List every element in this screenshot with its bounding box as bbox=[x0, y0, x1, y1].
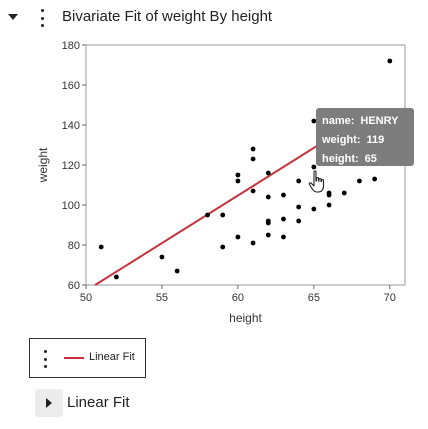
x-tick-label: 65 bbox=[308, 292, 320, 304]
y-tick-label: 100 bbox=[62, 200, 80, 212]
data-point bbox=[372, 176, 378, 182]
linear-fit-line bbox=[94, 124, 351, 286]
data-point bbox=[235, 172, 241, 178]
data-point bbox=[113, 274, 119, 280]
data-point bbox=[281, 234, 286, 240]
data-point bbox=[98, 244, 104, 250]
tooltip-name-value: HENRY bbox=[360, 114, 399, 127]
data-point bbox=[235, 234, 241, 240]
data-point bbox=[281, 216, 286, 222]
x-axis-label: height bbox=[229, 311, 262, 325]
y-tick-label: 80 bbox=[68, 240, 80, 252]
linear-fit-disclosure-triangle-icon[interactable] bbox=[35, 389, 63, 417]
legend-menu-kebab-icon[interactable] bbox=[40, 350, 50, 368]
data-point bbox=[174, 268, 180, 274]
data-point bbox=[159, 254, 165, 260]
data-point bbox=[250, 240, 256, 246]
data-point bbox=[250, 156, 256, 162]
y-tick-label: 160 bbox=[62, 80, 80, 92]
tooltip-height-label: height: bbox=[322, 152, 359, 165]
bivariate-scatter-plot[interactable]: 50 55 60 65 70 60 80 100 120 140 160 180 height weigh… bbox=[0, 36, 428, 330]
x-tick-label: 55 bbox=[156, 292, 168, 304]
data-point bbox=[296, 204, 302, 210]
data-point bbox=[357, 178, 362, 184]
data-point bbox=[265, 194, 271, 200]
data-point bbox=[326, 192, 332, 198]
data-point bbox=[311, 206, 317, 212]
data-point bbox=[311, 164, 317, 170]
data-point bbox=[265, 220, 271, 226]
report-menu-kebab-icon[interactable] bbox=[37, 9, 47, 27]
data-point bbox=[311, 118, 317, 124]
data-point bbox=[326, 202, 332, 208]
data-point bbox=[250, 188, 256, 194]
data-point bbox=[387, 58, 393, 64]
hover-tooltip: name: HENRY weight: 119 height: 65 bbox=[316, 108, 414, 166]
data-point bbox=[220, 212, 226, 218]
data-point bbox=[250, 146, 256, 152]
linear-fit-line-swatch bbox=[64, 357, 84, 359]
fit-legend-box: Linear Fit bbox=[29, 338, 146, 378]
report-title: Bivariate Fit of weight By height bbox=[62, 8, 273, 25]
tooltip-weight-value: 119 bbox=[366, 133, 385, 146]
collapse-triangle-icon[interactable] bbox=[6, 10, 20, 24]
data-point bbox=[265, 170, 271, 176]
data-point bbox=[235, 178, 241, 184]
y-tick-label: 180 bbox=[62, 40, 80, 52]
y-tick-label: 60 bbox=[68, 280, 80, 292]
data-point bbox=[281, 192, 286, 198]
tooltip-weight-label: weight: bbox=[322, 133, 361, 146]
linear-fit-section-title[interactable]: Linear Fit bbox=[67, 394, 130, 411]
x-tick-label: 70 bbox=[384, 292, 396, 304]
x-tick-label: 50 bbox=[80, 292, 92, 304]
data-point bbox=[265, 232, 271, 238]
data-point bbox=[205, 212, 210, 218]
tooltip-name-label: name: bbox=[322, 114, 355, 127]
legend-linear-fit-label: Linear Fit bbox=[89, 351, 135, 363]
tooltip-height-value: 65 bbox=[364, 152, 377, 165]
data-point bbox=[296, 178, 302, 184]
x-tick-label: 60 bbox=[232, 292, 244, 304]
data-point bbox=[296, 218, 302, 224]
data-point bbox=[220, 244, 226, 250]
y-tick-label: 140 bbox=[62, 120, 80, 132]
y-axis-label: weight bbox=[36, 147, 50, 183]
hand-pointer-icon bbox=[308, 170, 325, 193]
y-tick-label: 120 bbox=[62, 160, 80, 172]
data-point bbox=[341, 190, 347, 196]
